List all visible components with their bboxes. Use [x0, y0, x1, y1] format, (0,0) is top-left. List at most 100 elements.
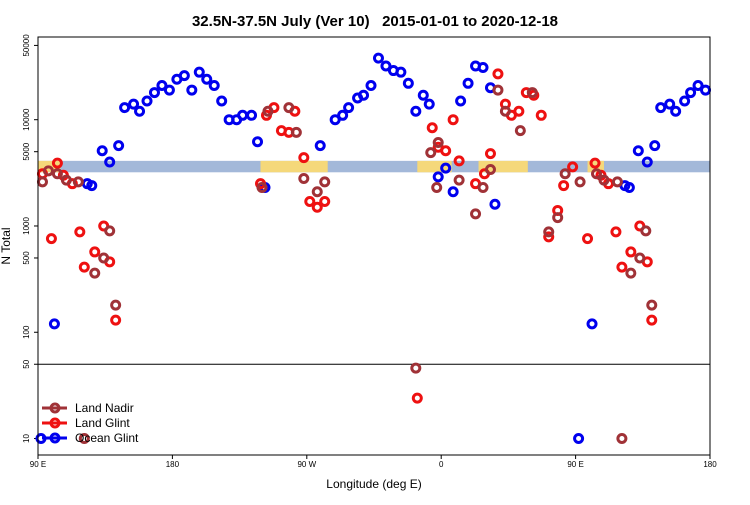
point	[51, 168, 63, 180]
x-tick-label: 0	[439, 460, 444, 469]
point	[623, 182, 635, 194]
point	[365, 79, 377, 91]
y-tick-label: 50	[22, 359, 31, 368]
point	[298, 152, 310, 164]
point	[573, 433, 585, 445]
point	[163, 84, 175, 96]
dense-band	[38, 160, 710, 173]
point	[42, 165, 54, 177]
point	[104, 156, 116, 168]
x-tick-label: 90 E	[567, 460, 583, 469]
point	[447, 114, 459, 126]
point	[319, 195, 331, 207]
point	[552, 212, 564, 224]
point	[119, 102, 131, 114]
point	[395, 66, 407, 78]
point	[616, 433, 628, 445]
point	[625, 267, 637, 279]
point	[679, 95, 691, 107]
point	[262, 105, 274, 117]
point	[558, 180, 570, 192]
point	[462, 77, 474, 89]
x-tick-label: 90 W	[297, 460, 316, 469]
point	[640, 225, 652, 237]
point	[186, 84, 198, 96]
point	[337, 109, 349, 121]
y-tick-label: 50000	[22, 34, 31, 57]
point	[610, 226, 622, 238]
point	[402, 77, 414, 89]
legend-label: Land Nadir	[75, 401, 134, 415]
point	[98, 252, 110, 264]
point	[216, 95, 228, 107]
point	[543, 231, 555, 243]
point	[201, 73, 213, 85]
point	[625, 246, 637, 258]
point	[700, 84, 712, 96]
point	[559, 168, 571, 180]
point	[304, 195, 316, 207]
point	[447, 186, 459, 198]
point	[526, 87, 538, 99]
y-tick-label: 1000	[22, 217, 31, 235]
point	[410, 105, 422, 117]
point	[96, 145, 108, 157]
point	[156, 79, 168, 91]
point	[423, 98, 435, 110]
point	[256, 182, 268, 194]
point	[477, 182, 489, 194]
point	[431, 182, 443, 194]
point	[670, 105, 682, 117]
point	[582, 233, 594, 245]
y-axis-title: N Total	[0, 227, 13, 264]
dense-band	[478, 160, 528, 173]
dense-band	[260, 160, 328, 173]
point	[589, 157, 601, 169]
point	[104, 225, 116, 237]
x-tick-label: 180	[703, 460, 717, 469]
point	[298, 172, 310, 184]
point	[586, 318, 598, 330]
point	[432, 171, 444, 183]
point	[632, 145, 644, 157]
y-tick-label: 5000	[22, 142, 31, 160]
point	[470, 208, 482, 220]
point	[646, 314, 658, 326]
point	[380, 60, 392, 72]
point	[574, 176, 586, 188]
point	[646, 299, 658, 311]
point	[484, 148, 496, 160]
point	[72, 176, 84, 188]
point	[246, 109, 258, 121]
y-tick-label: 10	[22, 434, 31, 443]
point	[477, 61, 489, 73]
point	[426, 122, 438, 134]
point	[78, 261, 90, 273]
dense-band	[417, 160, 452, 173]
point	[455, 95, 467, 107]
chart-title: 32.5N-37.5N July (Ver 10) 2015-01-01 to …	[192, 13, 558, 30]
point	[641, 156, 653, 168]
point	[343, 102, 355, 114]
point	[128, 98, 140, 110]
point	[417, 89, 429, 101]
point	[290, 126, 302, 138]
point	[208, 79, 220, 91]
point	[74, 226, 86, 238]
point	[425, 147, 437, 159]
point	[141, 95, 153, 107]
point	[611, 176, 623, 188]
point	[692, 79, 704, 91]
x-tick-label: 180	[166, 460, 180, 469]
point	[685, 87, 697, 99]
point	[514, 125, 526, 137]
point	[252, 136, 264, 148]
point	[51, 157, 63, 169]
point	[283, 102, 295, 114]
point	[440, 145, 452, 157]
point	[649, 140, 661, 152]
point	[453, 174, 465, 186]
point	[311, 186, 323, 198]
point	[178, 70, 190, 82]
point	[543, 226, 555, 238]
